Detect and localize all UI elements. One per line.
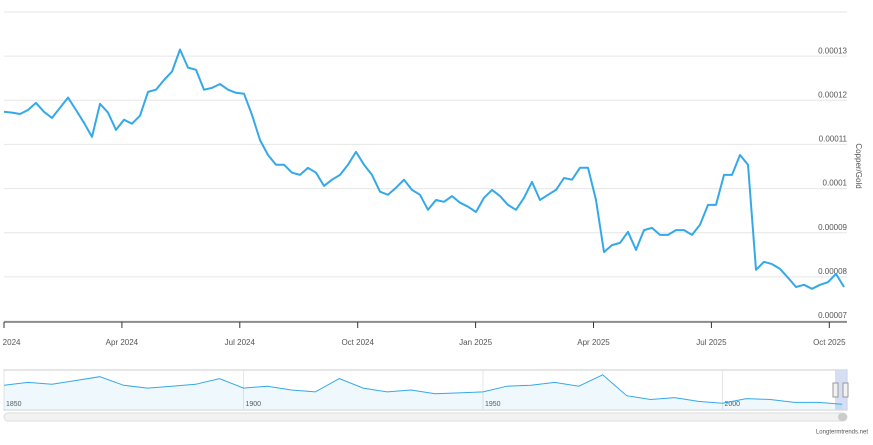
x-tick-label: Jul 2025	[696, 338, 727, 347]
x-tick-label: Oct 2024	[341, 338, 374, 347]
y-tick-label: 0.00008	[818, 267, 847, 276]
navigator-line	[3, 374, 843, 405]
x-tick-label: Apr 2025	[577, 338, 610, 347]
navigator-handle[interactable]	[832, 382, 839, 398]
data-line	[3, 48, 845, 290]
navigator-selection[interactable]	[835, 370, 847, 410]
navigator-tick-label: 1950	[485, 401, 501, 408]
scrollbar-thumb[interactable]	[838, 413, 847, 421]
y-axis-title: Copper/Gold	[854, 143, 863, 188]
navigator-tick-label: 2000	[724, 401, 740, 408]
y-tick-label: 0.00012	[818, 90, 847, 99]
scrollbar[interactable]	[3, 412, 848, 422]
x-tick-label: Jul 2024	[225, 338, 256, 347]
x-tick-label: Oct 2025	[813, 338, 846, 347]
navigator-tick-label: 1850	[6, 401, 22, 408]
y-tick-label: 0.00011	[819, 135, 848, 144]
navigator-frame	[3, 369, 848, 411]
x-tick-label: Jan 2024	[0, 338, 21, 347]
y-tick-label: 0.00013	[818, 46, 847, 55]
x-tick-label: Jan 2025	[459, 338, 492, 347]
navigator-handle[interactable]	[842, 382, 849, 398]
navigator-tick-label: 1900	[245, 401, 261, 408]
y-tick-label: 0.00007	[818, 311, 847, 320]
y-tick-label: 0.0001	[823, 179, 848, 188]
x-tick-label: Apr 2024	[106, 338, 139, 347]
credit: Longtermtrends.net	[816, 430, 868, 436]
y-tick-label: 0.00009	[818, 223, 847, 232]
